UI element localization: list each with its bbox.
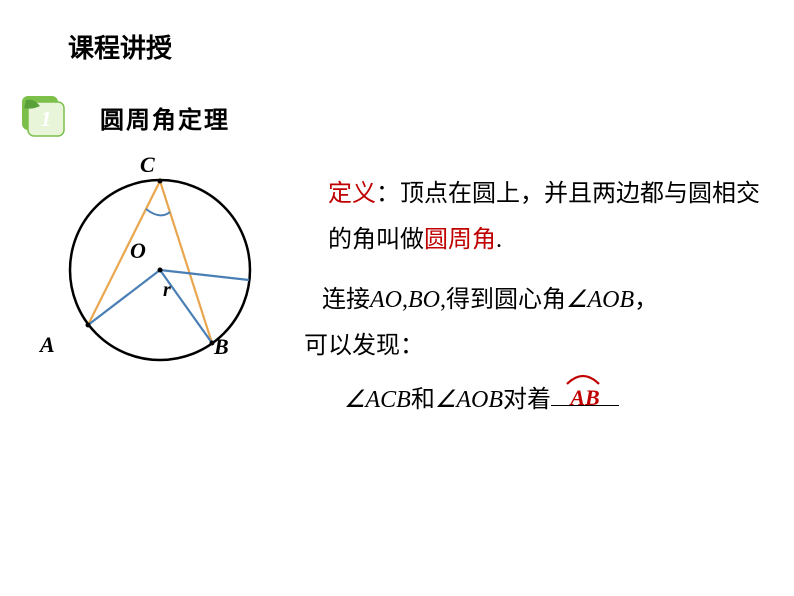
b2-angle: ∠ <box>566 287 588 313</box>
arc-ab-label: AB <box>570 385 599 410</box>
label-a: A <box>40 332 55 358</box>
label-o: O <box>130 238 146 264</box>
radius-oa <box>88 270 160 325</box>
section-title: 圆周角定理 <box>100 100 230 135</box>
definition-body-1: ：顶点在圆上，并且两边都与圆相交的角叫做 <box>328 181 760 253</box>
b2-aob: AOB <box>588 287 635 313</box>
b2-end: ， <box>634 287 658 313</box>
page-title: 课程讲授 <box>68 28 172 65</box>
definition-body-2: . <box>496 227 502 253</box>
definition-label: 定义 <box>328 181 376 207</box>
chord-cb <box>160 181 212 343</box>
point-c <box>158 179 163 184</box>
body-text-2: 连接AO,BO,得到圆心角∠AOB， 可以发现： <box>304 278 784 369</box>
point-o <box>158 268 163 273</box>
b3-acb: ACB <box>366 387 411 413</box>
b3-and: 和 <box>411 387 435 413</box>
b2-line2: 可以发现： <box>304 333 424 359</box>
b2-pre: 连接 <box>322 287 370 313</box>
circle-diagram <box>40 150 280 390</box>
section-number-badge: 1 <box>22 96 66 138</box>
fill-blank: AB <box>551 378 619 406</box>
angle-arc-c <box>146 209 170 215</box>
label-b: B <box>214 334 229 360</box>
body-text-3: ∠ACB和∠AOB对着 AB <box>344 378 784 424</box>
b3-angle1: ∠ <box>344 387 366 413</box>
b2-post: 得到圆心角 <box>446 287 566 313</box>
label-c: C <box>140 152 155 178</box>
b3-angle2: ∠ <box>435 387 457 413</box>
b2-ao: AO <box>370 287 402 313</box>
label-r: r <box>163 279 171 302</box>
definition-text: 定义：顶点在圆上，并且两边都与圆相交的角叫做圆周角. <box>328 172 778 263</box>
point-a <box>86 323 91 328</box>
section-number: 1 <box>41 106 52 131</box>
b3-face: 对着 <box>503 387 551 413</box>
radius-op <box>160 270 249 280</box>
definition-term: 圆周角 <box>424 227 496 253</box>
slide: 课程讲授 1 圆周角定理 C O r A B <box>0 0 794 596</box>
b3-aob: AOB <box>456 387 503 413</box>
b2-bo: BO <box>408 287 440 313</box>
